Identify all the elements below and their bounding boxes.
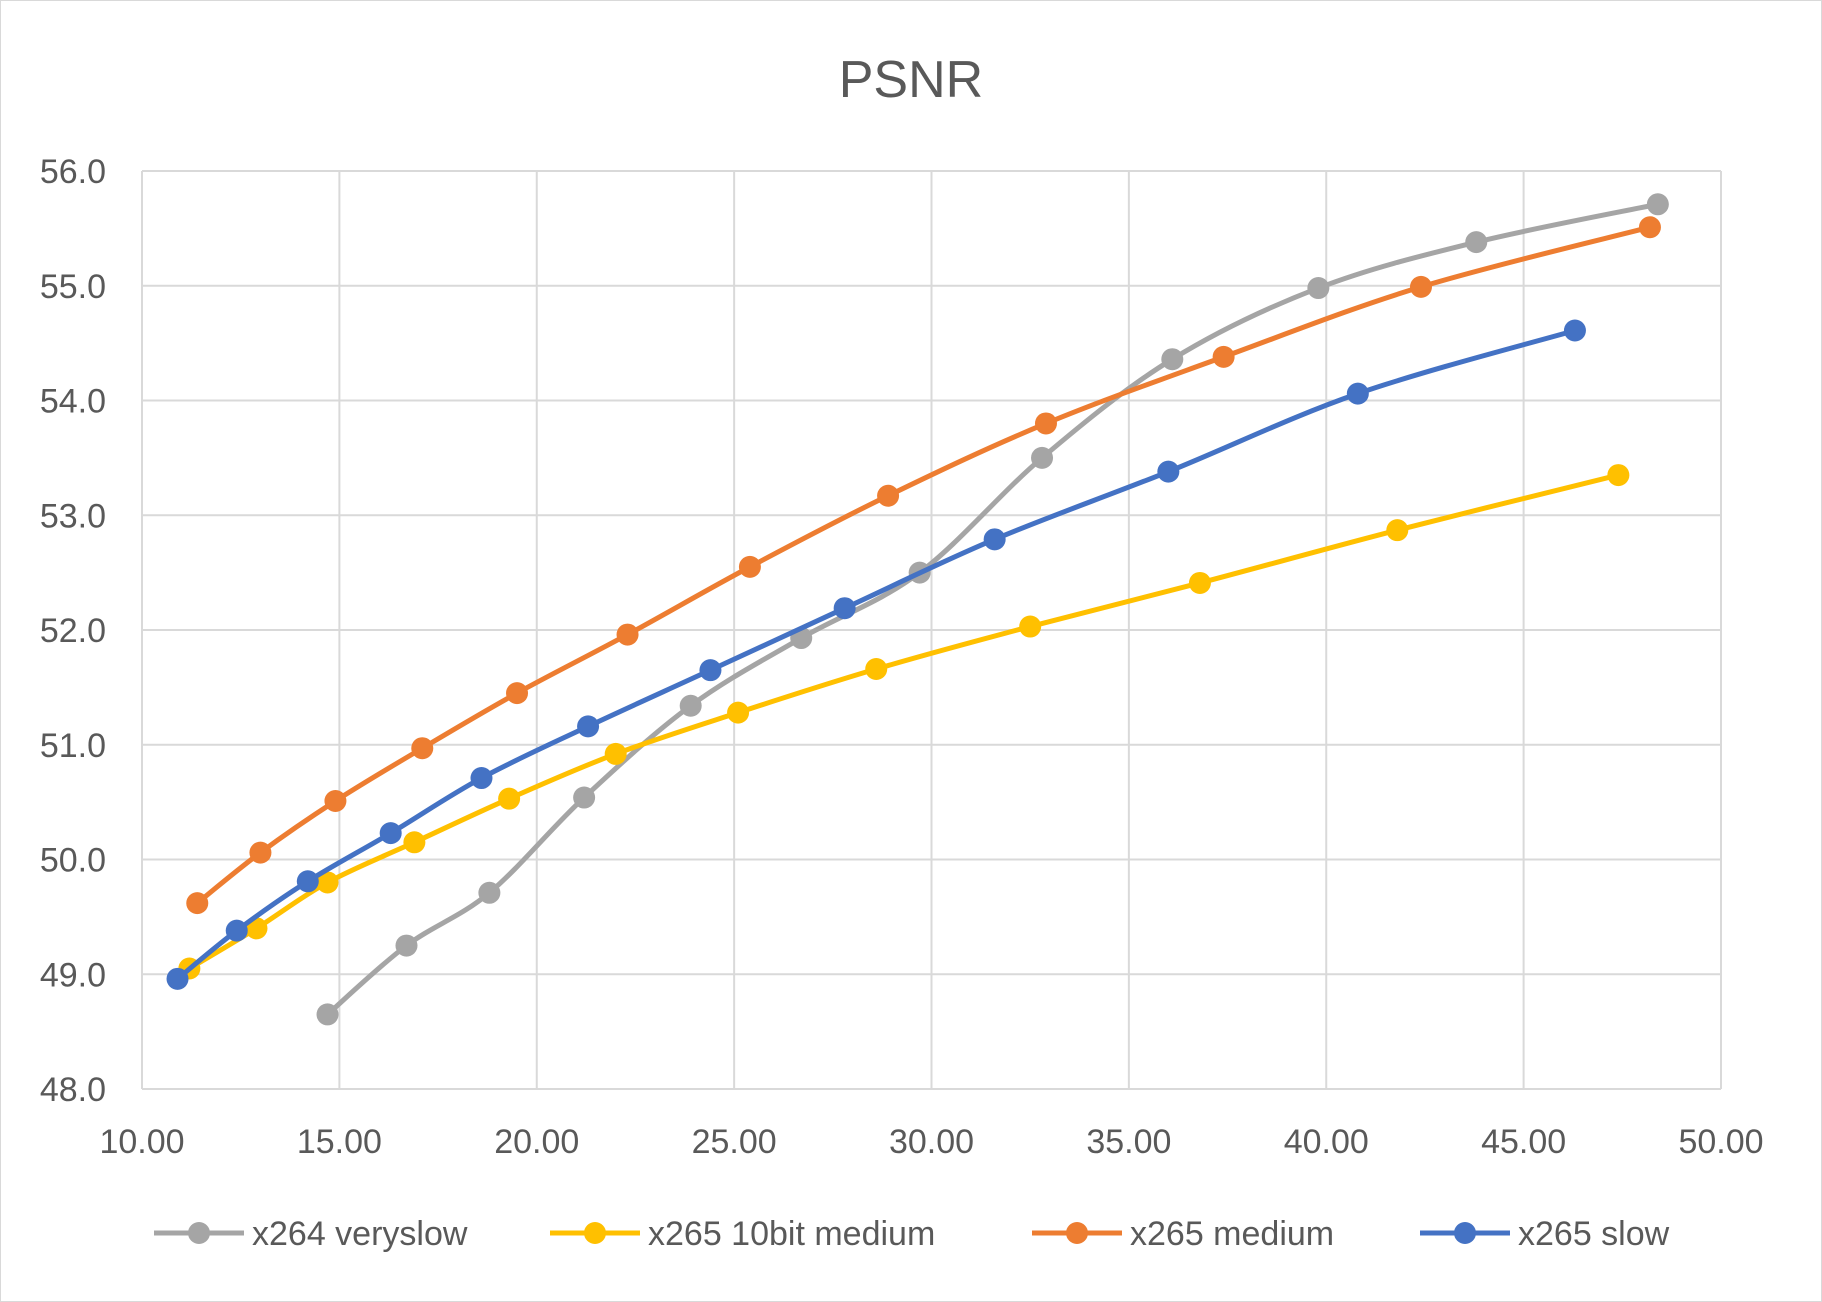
data-point: [324, 789, 347, 812]
series-line: [186, 472, 1621, 972]
x-tick-label: 25.00: [692, 1123, 777, 1161]
data-point: [225, 919, 248, 942]
data-point: [1307, 277, 1330, 300]
chart-title: PSNR: [839, 51, 983, 109]
data-point: [1607, 464, 1630, 487]
y-tick-label: 49.0: [40, 956, 106, 994]
x-tick-label: 50.00: [1678, 1123, 1763, 1161]
legend-label: x265 10bit medium: [648, 1215, 935, 1253]
data-point: [577, 715, 600, 738]
data-point: [249, 841, 272, 864]
data-point: [1409, 275, 1432, 298]
data-point: [498, 787, 521, 810]
y-tick-label: 54.0: [40, 383, 106, 421]
legend-swatch-marker: [1066, 1222, 1088, 1244]
data-point: [679, 694, 702, 717]
x-tick-label: 20.00: [494, 1123, 579, 1161]
data-point: [727, 701, 750, 724]
series-line: [194, 224, 1653, 906]
data-point: [604, 742, 627, 765]
data-point: [865, 658, 888, 681]
data-point: [1346, 382, 1369, 405]
data-point: [186, 892, 209, 915]
x-tick-label: 10.00: [99, 1123, 184, 1161]
series-x265-medium: [186, 216, 1661, 915]
gridlines: [141, 170, 1722, 1090]
data-point: [411, 737, 434, 760]
data-point: [166, 967, 189, 990]
data-point: [1019, 615, 1042, 638]
legend-entry: x265 10bit medium: [550, 1215, 935, 1253]
x-tick-label: 45.00: [1481, 1123, 1566, 1161]
legend-entry: x264 veryslow: [154, 1215, 468, 1253]
data-point: [877, 484, 900, 507]
series-line: [175, 328, 1578, 982]
series-x265-slow: [166, 319, 1586, 990]
y-tick-label: 50.0: [40, 842, 106, 880]
data-point: [616, 623, 639, 646]
data-point: [379, 822, 402, 845]
x-tick-label: 40.00: [1284, 1123, 1369, 1161]
data-point: [1386, 519, 1409, 542]
data-point: [983, 528, 1006, 551]
series-x264-veryslow: [316, 193, 1669, 1026]
legend: x264 veryslow x265 10bit medium x265 mediu…: [154, 1215, 1670, 1253]
data-point: [403, 831, 426, 854]
data-point: [833, 597, 856, 620]
data-point: [316, 1003, 339, 1026]
series-line: [325, 201, 1661, 1017]
axes: 48.0 49.0 50.0 51.0 52.0 53.0 54.0 55.0 56.0 10.0…: [40, 153, 1764, 1161]
data-point: [316, 871, 339, 894]
data-point: [1563, 319, 1586, 342]
data-point: [573, 786, 596, 809]
data-point: [699, 659, 722, 682]
y-tick-label: 55.0: [40, 268, 106, 306]
data-point: [1157, 460, 1180, 483]
data-point: [1034, 412, 1057, 435]
data-point: [1031, 446, 1054, 469]
legend-swatch-marker: [1454, 1222, 1476, 1244]
data-point: [1212, 345, 1235, 368]
data-point: [506, 682, 529, 705]
data-point: [478, 881, 501, 904]
x-tick-label: 15.00: [297, 1123, 382, 1161]
y-tick-label: 53.0: [40, 497, 106, 535]
legend-entry: x265 slow: [1420, 1215, 1670, 1253]
x-tick-label: 35.00: [1086, 1123, 1171, 1161]
data-point: [1638, 216, 1661, 239]
legend-swatch-marker: [188, 1222, 210, 1244]
y-tick-label: 48.0: [40, 1071, 106, 1109]
data-point: [1161, 348, 1184, 371]
legend-label: x265 slow: [1518, 1215, 1670, 1253]
y-tick-label: 51.0: [40, 727, 106, 765]
data-point: [470, 767, 493, 790]
legend-label: x265 medium: [1130, 1215, 1334, 1253]
data-point: [738, 555, 761, 578]
data-point: [1646, 193, 1669, 216]
data-point: [395, 934, 418, 957]
series-lines: [166, 193, 1669, 1026]
data-point: [1465, 231, 1488, 254]
series-x265-10bit-medium: [178, 464, 1630, 980]
y-tick-label: 52.0: [40, 612, 106, 650]
legend-swatch-marker: [584, 1222, 606, 1244]
data-point: [1188, 571, 1211, 594]
data-point: [296, 870, 319, 893]
x-tick-label: 30.00: [889, 1123, 974, 1161]
legend-entry: x265 medium: [1032, 1215, 1334, 1253]
legend-label: x264 veryslow: [252, 1215, 468, 1253]
y-tick-label: 56.0: [40, 153, 106, 191]
